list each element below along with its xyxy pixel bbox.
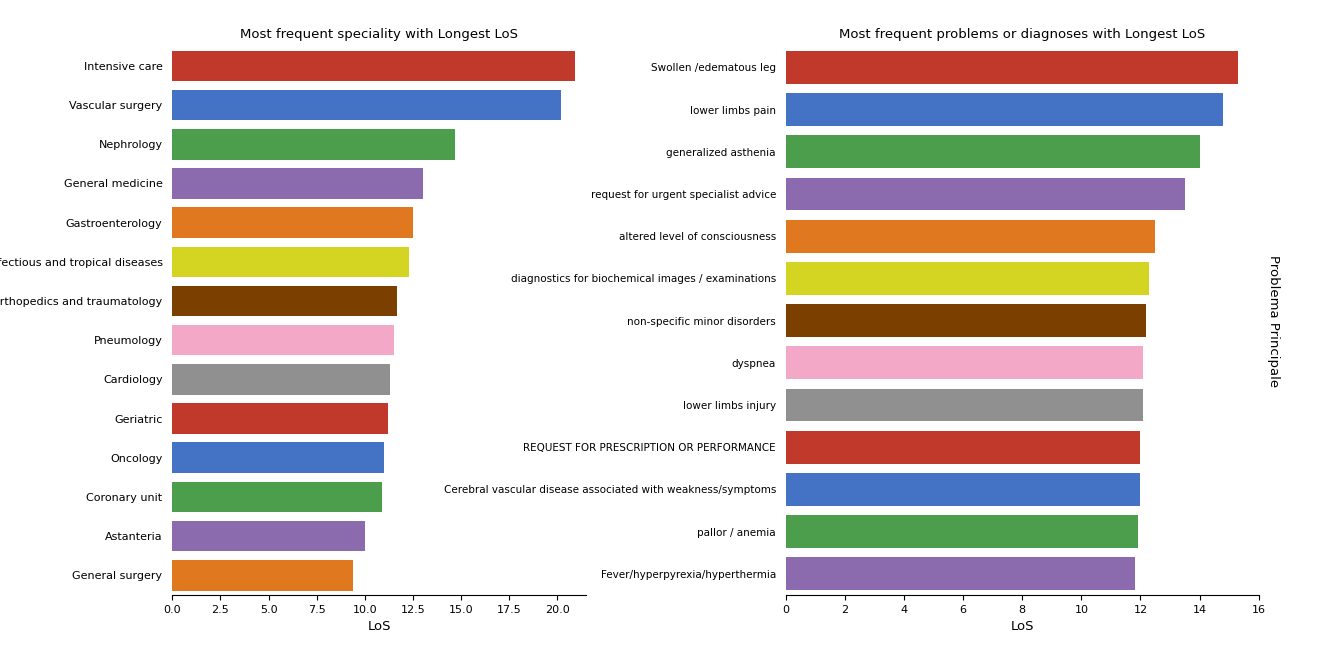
Bar [172, 90, 560, 120]
Bar [172, 442, 384, 473]
X-axis label: LoS: LoS [367, 620, 391, 633]
Bar [172, 560, 354, 590]
Title: Most frequent problems or diagnoses with Longest LoS: Most frequent problems or diagnoses with… [839, 28, 1206, 41]
Bar [786, 93, 1223, 126]
Bar [786, 304, 1146, 337]
Bar [172, 208, 413, 238]
Bar [172, 129, 456, 159]
Bar [786, 515, 1138, 548]
Bar [172, 364, 390, 395]
Bar [786, 346, 1143, 379]
Bar [786, 51, 1238, 84]
Y-axis label: Problema Principale: Problema Principale [1267, 254, 1280, 387]
Bar [786, 136, 1199, 169]
X-axis label: LoS: LoS [1011, 620, 1034, 633]
Bar [786, 389, 1143, 422]
Bar [172, 247, 409, 277]
Bar [786, 262, 1149, 295]
Bar [786, 473, 1141, 506]
Bar [172, 168, 423, 199]
Title: Most frequent speciality with Longest LoS: Most frequent speciality with Longest Lo… [240, 28, 518, 41]
Bar [786, 431, 1141, 463]
Bar [172, 286, 398, 316]
Bar [172, 51, 575, 81]
Bar [172, 325, 394, 356]
Bar [172, 482, 382, 512]
Bar [786, 178, 1185, 210]
Bar [786, 557, 1134, 590]
Bar [172, 403, 388, 434]
Bar [172, 521, 364, 551]
Bar [786, 219, 1155, 253]
